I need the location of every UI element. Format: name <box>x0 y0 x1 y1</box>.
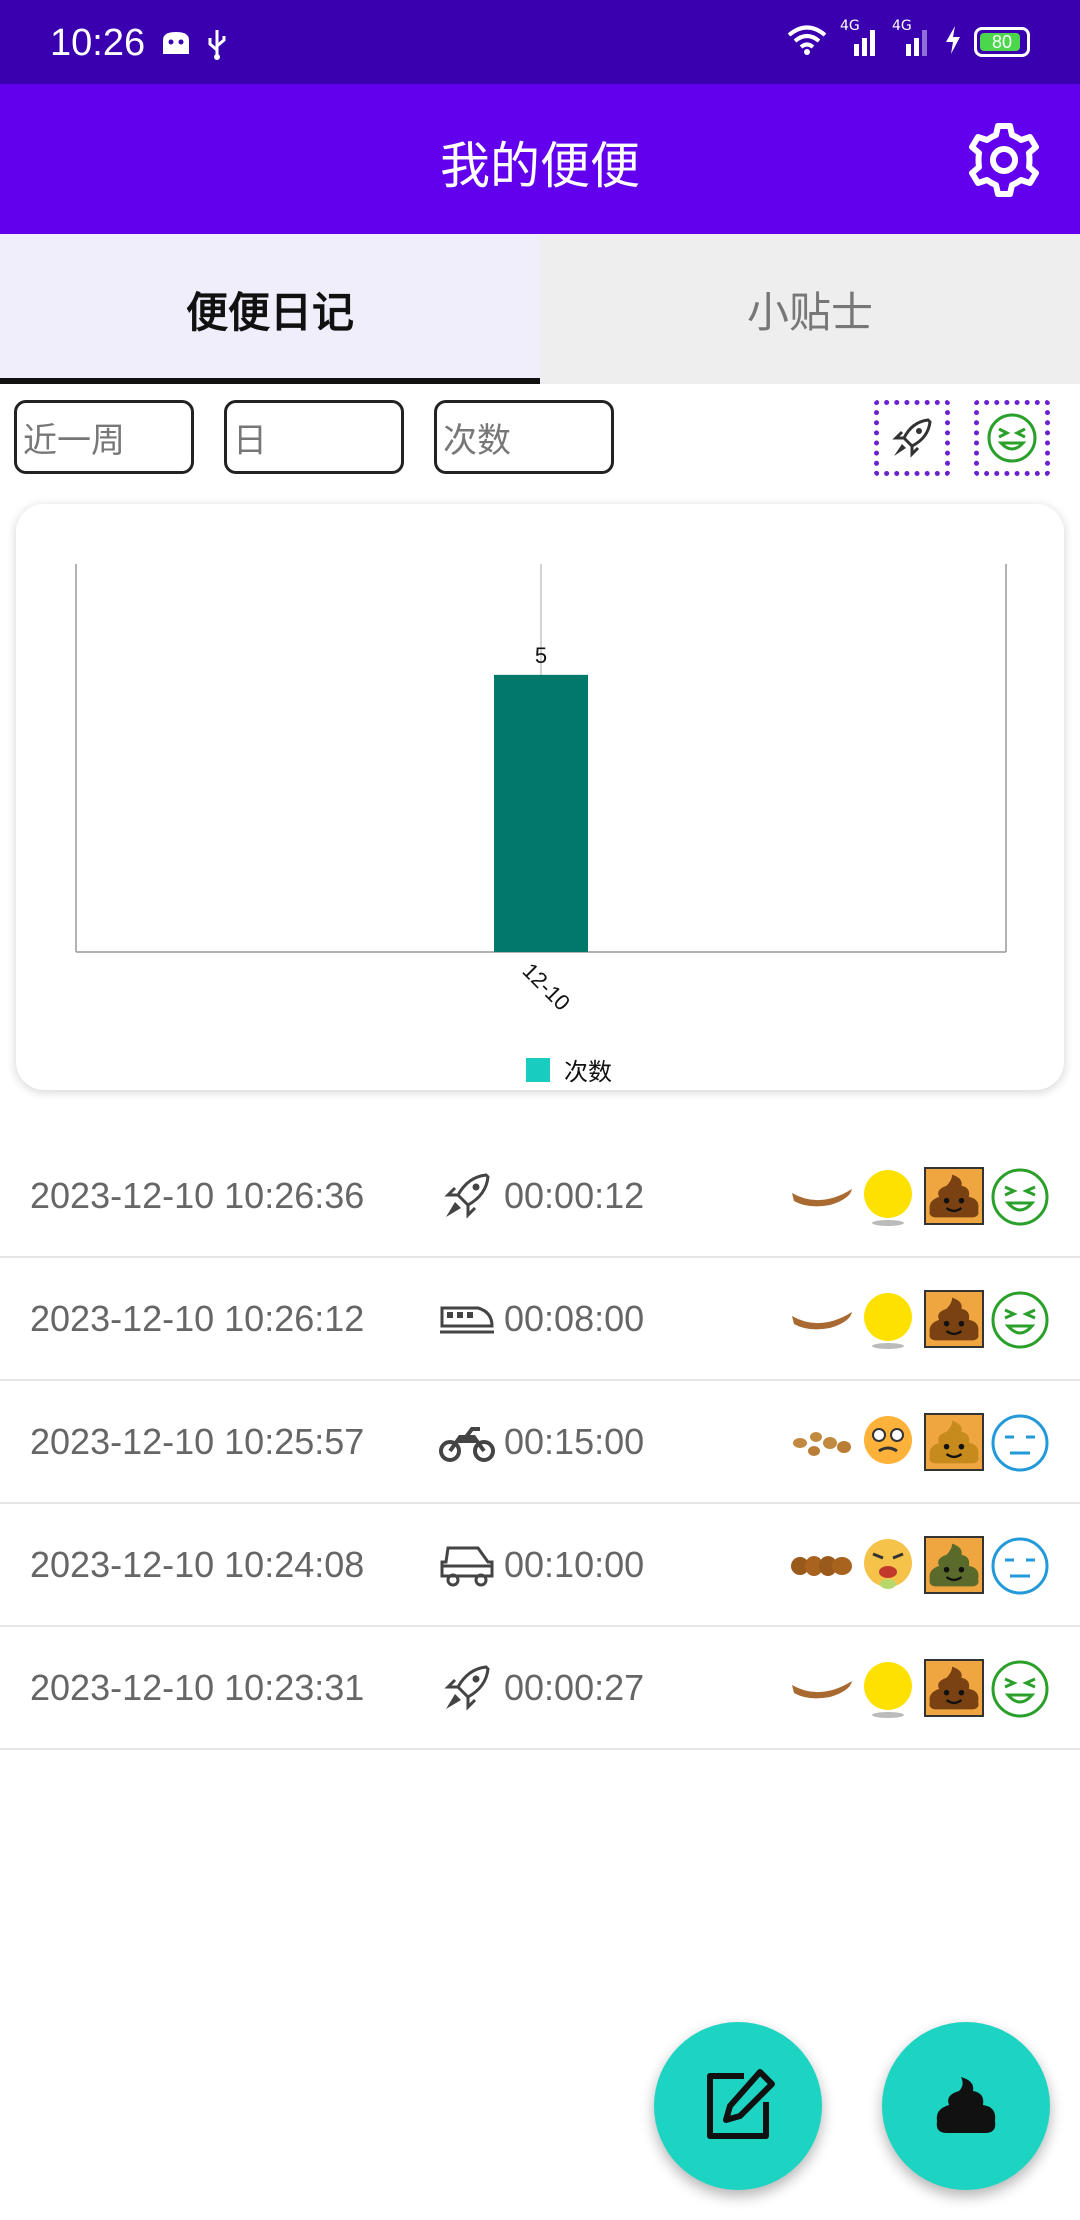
charging-icon <box>944 25 962 59</box>
stool-shape-icon <box>790 1667 854 1711</box>
gear-icon <box>969 123 1039 197</box>
page-title: 我的便便 <box>440 137 640 195</box>
record-row[interactable]: 2023-12-10 10:26:36 00:00:12 <box>0 1135 1080 1258</box>
android-icon <box>160 28 192 64</box>
chart-card: 5 12-10 次数 <box>16 504 1064 1090</box>
stool-shape-icon <box>790 1298 854 1342</box>
record-row[interactable]: 2023-12-10 10:24:08 00:10:00 <box>0 1504 1080 1627</box>
signal-icon: 4G <box>840 18 880 60</box>
rocket-icon <box>438 1167 496 1225</box>
chart-legend: 次数 <box>526 1052 612 1087</box>
record-row[interactable]: 2023-12-10 10:23:31 00:00:27 <box>0 1627 1080 1750</box>
rocket-icon <box>438 1659 496 1717</box>
rocket-icon <box>892 418 932 458</box>
tab-diary-label: 便便日记 <box>185 287 354 337</box>
status-bar: 10:26 4G 4G 80 <box>0 0 1080 84</box>
record-datetime: 2023-12-10 10:24:08 <box>30 1544 365 1585</box>
record-duration: 00:10:00 <box>504 1544 645 1585</box>
signal-icon-2: 4G <box>892 18 932 60</box>
stool-type-icon <box>924 1290 984 1348</box>
happy-face-icon <box>990 1659 1050 1719</box>
stool-color-icon <box>861 1167 915 1227</box>
stool-type-icon <box>924 1659 984 1717</box>
stool-type-icon <box>924 1167 984 1225</box>
record-row[interactable]: 2023-12-10 10:25:57 00:15:00 <box>0 1381 1080 1504</box>
tab-tips[interactable]: 小贴士 <box>540 234 1080 384</box>
settings-button[interactable] <box>964 120 1044 200</box>
car-icon <box>438 1536 496 1594</box>
stool-color-icon <box>861 1536 915 1596</box>
record-duration: 00:00:27 <box>504 1667 645 1708</box>
vehicle-filter-button[interactable] <box>874 400 950 476</box>
stool-shape-icon <box>790 1421 854 1465</box>
legend-label: 次数 <box>564 1058 612 1086</box>
stool-type-icon <box>924 1413 984 1471</box>
usb-icon <box>206 28 228 64</box>
poop-icon <box>936 2077 996 2133</box>
neutral-face-icon <box>990 1536 1050 1596</box>
x-tick-label: 12-10 <box>518 958 575 1015</box>
range-select[interactable]: 近一周 <box>14 400 194 474</box>
unit-select[interactable]: 日 <box>224 400 404 474</box>
mood-filter-button[interactable] <box>974 400 1050 476</box>
wifi-icon <box>786 24 828 60</box>
bar <box>494 674 588 952</box>
app-bar: 我的便便 <box>0 84 1080 234</box>
tab-indicator <box>0 378 540 384</box>
stool-color-icon <box>861 1290 915 1350</box>
tab-bar: 便便日记 小贴士 <box>0 234 1080 384</box>
tab-diary[interactable]: 便便日记 <box>0 234 540 384</box>
bar-chart: 5 12-10 <box>75 564 1007 1015</box>
motorcycle-icon <box>438 1413 496 1471</box>
record-datetime: 2023-12-10 10:26:36 <box>30 1175 365 1216</box>
filter-bar: 近一周 日 次数 <box>14 400 1064 476</box>
battery-icon: 80 <box>974 27 1030 57</box>
stool-color-icon <box>861 1413 915 1473</box>
record-datetime: 2023-12-10 10:23:31 <box>30 1667 365 1708</box>
edit-icon <box>707 2069 775 2139</box>
neutral-face-icon <box>990 1413 1050 1473</box>
record-duration: 00:00:12 <box>504 1175 645 1216</box>
stool-color-icon <box>861 1659 915 1719</box>
tab-tips-label: 小贴士 <box>746 287 873 337</box>
stool-shape-icon <box>790 1175 854 1219</box>
add-poop-button[interactable] <box>882 2022 1050 2190</box>
record-duration: 00:15:00 <box>504 1421 645 1462</box>
record-datetime: 2023-12-10 10:26:12 <box>30 1298 365 1339</box>
happy-face-icon <box>990 1290 1050 1350</box>
record-duration: 00:08:00 <box>504 1298 645 1339</box>
bar-value-label: 5 <box>535 643 547 668</box>
legend-swatch <box>526 1057 550 1082</box>
happy-face-icon <box>990 1167 1050 1227</box>
happy-face-icon <box>987 413 1037 463</box>
record-row[interactable]: 2023-12-10 10:26:12 00:08:00 <box>0 1258 1080 1381</box>
stool-type-icon <box>924 1536 984 1594</box>
record-list: 2023-12-10 10:26:36 00:00:12 2023-12-10 10… <box>0 1135 1080 1750</box>
status-time: 10:26 <box>50 22 146 64</box>
metric-select[interactable]: 次数 <box>434 400 614 474</box>
train-icon <box>438 1290 496 1348</box>
stool-shape-icon <box>790 1544 854 1588</box>
edit-record-button[interactable] <box>654 2022 822 2190</box>
record-datetime: 2023-12-10 10:25:57 <box>30 1421 365 1462</box>
